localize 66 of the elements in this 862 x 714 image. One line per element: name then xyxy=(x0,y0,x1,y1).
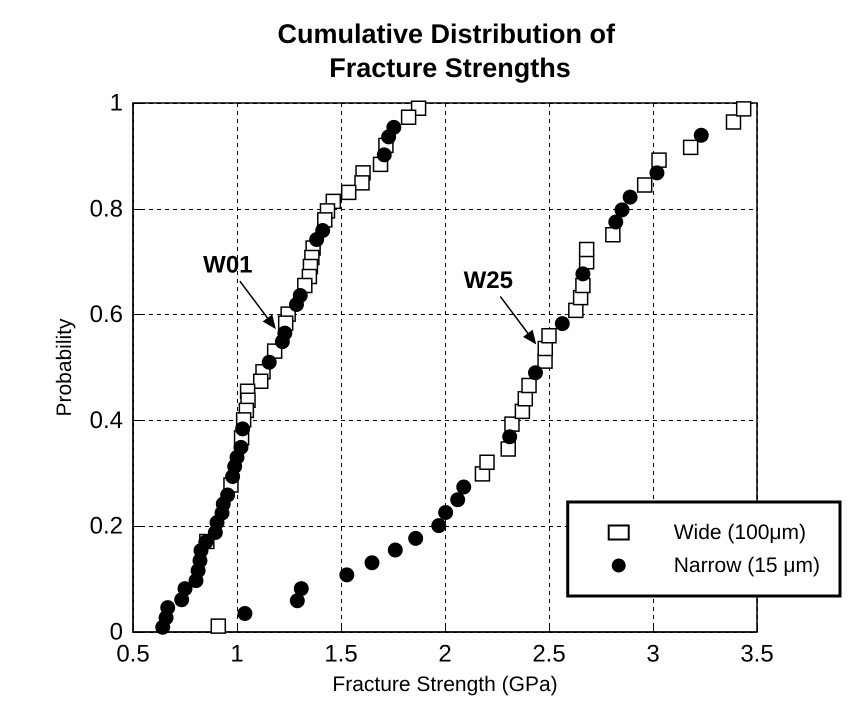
point xyxy=(605,226,621,242)
point xyxy=(237,606,252,621)
point xyxy=(694,128,709,143)
point xyxy=(554,316,570,332)
point xyxy=(225,468,240,484)
point xyxy=(518,390,534,406)
point xyxy=(294,581,309,596)
y-tick-label: 0.4 xyxy=(90,406,123,434)
point xyxy=(340,184,356,200)
point xyxy=(438,504,454,520)
point xyxy=(431,518,446,534)
x-tick-label: 3 xyxy=(646,640,660,668)
point xyxy=(541,328,557,344)
y-axis-title: Probability xyxy=(53,318,76,417)
annotation: W25 xyxy=(464,266,513,294)
point xyxy=(736,101,752,117)
legend-label: Narrow (15 μm) xyxy=(674,554,820,577)
x-tick-label: 2.5 xyxy=(532,640,566,668)
point xyxy=(155,620,170,635)
point xyxy=(575,266,590,282)
point xyxy=(174,592,190,608)
point xyxy=(636,177,652,193)
point xyxy=(400,110,416,126)
point xyxy=(682,140,698,156)
annotation: W01 xyxy=(203,252,253,279)
y-tick-label: 1 xyxy=(110,90,123,116)
point xyxy=(210,618,226,634)
point xyxy=(479,454,495,470)
point xyxy=(408,530,424,546)
point xyxy=(528,365,543,380)
point xyxy=(208,525,223,540)
point xyxy=(521,378,537,394)
point xyxy=(614,202,630,218)
x-tick-label: 2 xyxy=(438,640,452,668)
point xyxy=(502,429,518,444)
point xyxy=(376,147,392,162)
point xyxy=(235,421,250,436)
x-tick-label: 1 xyxy=(230,640,244,668)
point xyxy=(388,542,403,558)
point xyxy=(651,152,667,168)
x-axis-title: Fracture Strength (GPa) xyxy=(332,673,558,696)
chart-title: Cumulative Distribution of Fracture Strengths xyxy=(277,19,623,83)
point xyxy=(274,334,290,350)
y-tick-label: 0.8 xyxy=(90,195,123,222)
point xyxy=(354,175,370,191)
point xyxy=(188,573,204,588)
x-tick-label: 1.5 xyxy=(324,640,358,668)
legend-label: Wide (100μm) xyxy=(674,521,806,544)
point xyxy=(252,374,268,390)
point xyxy=(649,165,664,180)
point xyxy=(622,190,638,205)
point xyxy=(381,129,396,144)
y-tick-label: 0.6 xyxy=(90,301,123,328)
point xyxy=(608,214,624,230)
x-tick-label: 3.5 xyxy=(740,640,774,668)
point xyxy=(578,242,594,258)
point xyxy=(289,297,304,312)
point xyxy=(364,555,380,570)
y-tick-label: 0.2 xyxy=(90,512,123,540)
point xyxy=(262,354,277,370)
point xyxy=(290,593,305,608)
point xyxy=(309,232,324,247)
point xyxy=(450,492,466,508)
point xyxy=(339,567,354,582)
point xyxy=(726,114,742,130)
point xyxy=(456,480,472,495)
